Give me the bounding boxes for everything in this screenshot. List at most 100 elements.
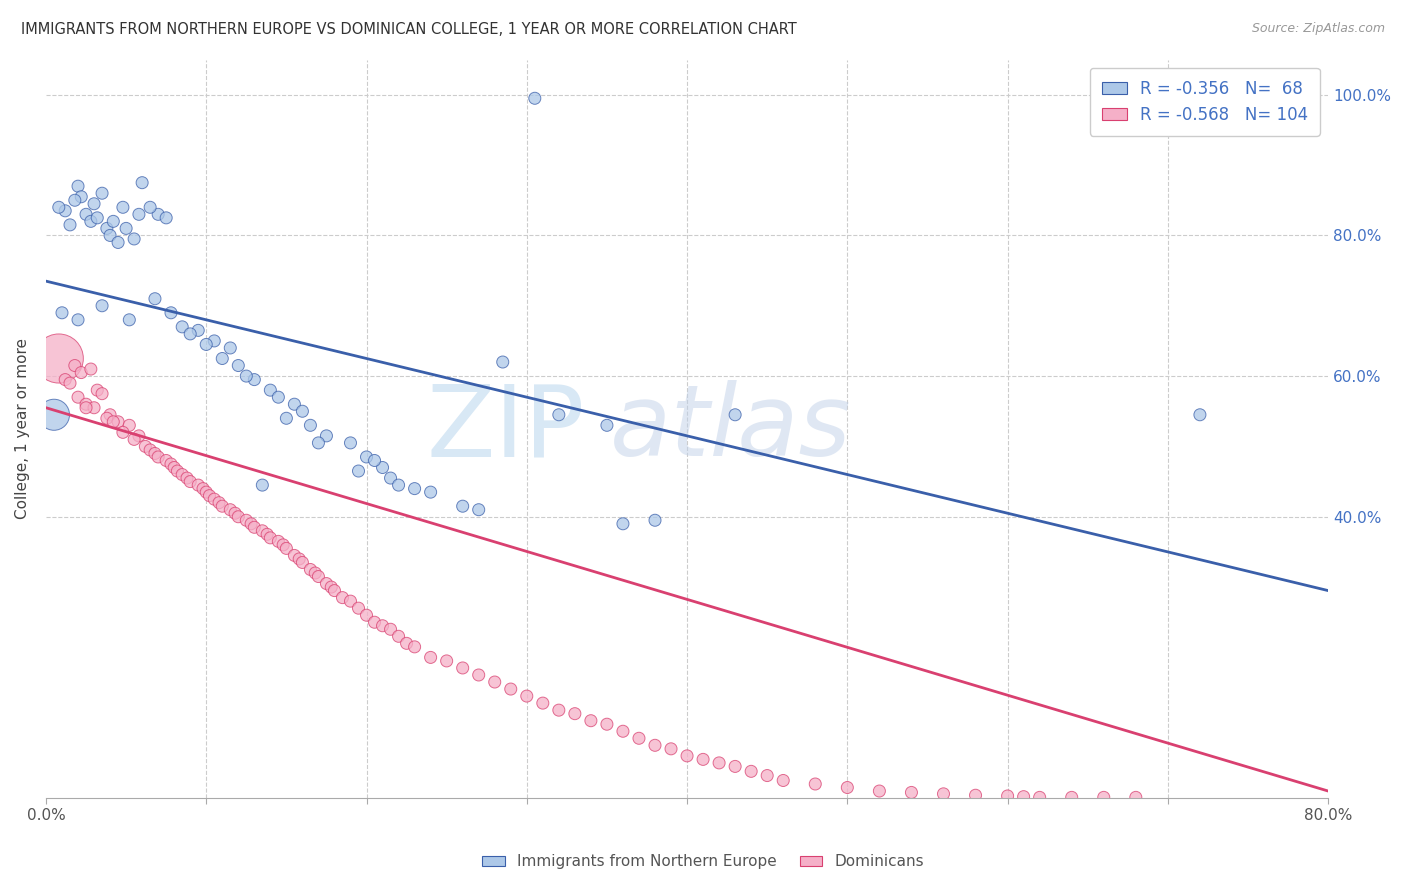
Point [291, 556, 314, 570]
Point [1188, 408, 1211, 422]
Point [288, 552, 311, 566]
Point [347, 601, 370, 615]
Point [235, 513, 257, 527]
Point [224, 506, 246, 520]
Legend: Immigrants from Northern Europe, Dominicans: Immigrants from Northern Europe, Dominic… [475, 848, 931, 875]
Point [356, 450, 378, 464]
Point [98, 408, 121, 422]
Point [143, 446, 166, 460]
Point [756, 768, 779, 782]
Point [118, 418, 141, 433]
Point [659, 741, 682, 756]
Point [323, 583, 346, 598]
Point [484, 675, 506, 690]
Point [380, 471, 402, 485]
Point [1092, 790, 1115, 805]
Point [235, 369, 257, 384]
Point [111, 200, 134, 214]
Point [997, 789, 1019, 803]
Point [596, 418, 619, 433]
Point [139, 442, 162, 457]
Point [271, 538, 294, 552]
Point [387, 629, 409, 643]
Point [564, 706, 586, 721]
Point [492, 355, 515, 369]
Point [371, 460, 394, 475]
Point [267, 390, 290, 404]
Point [419, 650, 441, 665]
Point [436, 654, 458, 668]
Legend: R = -0.356   N=  68, R = -0.568   N= 104: R = -0.356 N= 68, R = -0.568 N= 104 [1090, 68, 1320, 136]
Point [134, 439, 156, 453]
Point [932, 787, 955, 801]
Point [122, 232, 145, 246]
Point [252, 524, 274, 538]
Point [53, 203, 76, 218]
Point [240, 516, 263, 531]
Point [179, 326, 201, 341]
Point [256, 527, 278, 541]
Point [243, 373, 266, 387]
Point [291, 404, 314, 418]
Point [179, 475, 201, 489]
Point [516, 689, 538, 703]
Point [547, 408, 569, 422]
Point [70, 366, 93, 380]
Point [612, 516, 634, 531]
Point [363, 453, 385, 467]
Point [339, 436, 361, 450]
Point [259, 383, 281, 397]
Point [419, 485, 441, 500]
Point [211, 351, 233, 366]
Point [91, 186, 114, 201]
Point [226, 509, 249, 524]
Point [59, 218, 82, 232]
Point [380, 622, 402, 636]
Point [252, 478, 274, 492]
Point [111, 425, 134, 440]
Point [198, 489, 221, 503]
Point [176, 471, 198, 485]
Point [42, 408, 65, 422]
Point [395, 636, 418, 650]
Point [131, 176, 153, 190]
Point [451, 661, 474, 675]
Point [219, 502, 242, 516]
Point [48, 200, 70, 214]
Point [107, 235, 129, 250]
Point [965, 789, 987, 803]
Point [103, 214, 125, 228]
Point [155, 453, 177, 467]
Point [70, 190, 93, 204]
Point [139, 200, 162, 214]
Point [191, 482, 214, 496]
Point [143, 292, 166, 306]
Text: Source: ZipAtlas.com: Source: ZipAtlas.com [1251, 22, 1385, 36]
Point [740, 764, 762, 779]
Point [208, 496, 231, 510]
Point [53, 373, 76, 387]
Point [59, 376, 82, 391]
Point [172, 319, 194, 334]
Point [51, 306, 73, 320]
Point [339, 594, 361, 608]
Point [107, 415, 129, 429]
Point [299, 562, 322, 576]
Point [579, 714, 602, 728]
Point [243, 520, 266, 534]
Point [66, 313, 89, 327]
Point [128, 429, 150, 443]
Point [66, 390, 89, 404]
Point [1060, 790, 1083, 805]
Point [187, 478, 209, 492]
Point [75, 397, 97, 411]
Point [467, 502, 489, 516]
Point [724, 759, 747, 773]
Point [356, 608, 378, 623]
Point [523, 91, 546, 105]
Point [91, 299, 114, 313]
Point [547, 703, 569, 717]
Point [86, 211, 108, 225]
Point [202, 492, 225, 507]
Point [146, 207, 169, 221]
